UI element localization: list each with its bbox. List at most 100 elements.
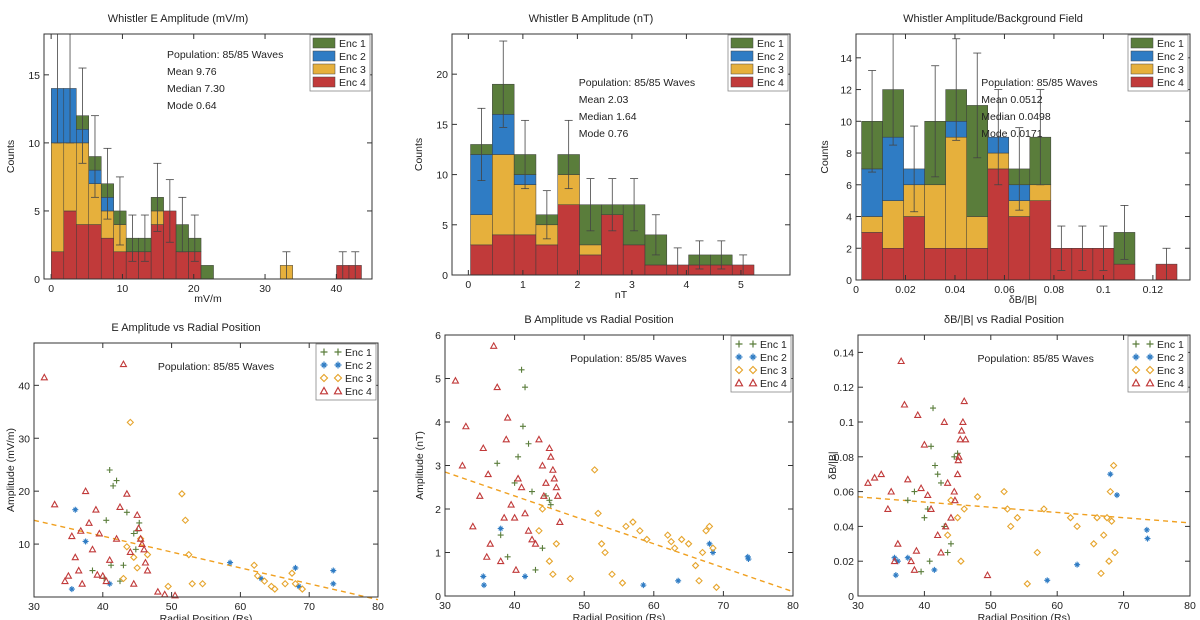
scatter-point (1097, 569, 1105, 578)
x-axis-label: nT (615, 289, 628, 301)
scatter-point (698, 548, 707, 557)
bar-segment (1008, 216, 1031, 281)
bar-segment (1029, 200, 1052, 281)
legend-label: Enc 3 (345, 373, 372, 385)
legend-marker (1145, 378, 1155, 387)
bar-segment (113, 251, 127, 280)
y-axis-label: Amplitude (mV/m) (5, 428, 17, 512)
scatter-point (1144, 535, 1151, 542)
scatter-point (1000, 487, 1008, 496)
legend-marker (734, 365, 744, 375)
scatter-point (675, 577, 682, 584)
scatter-point (95, 529, 104, 537)
x-tick-label: 20 (188, 283, 200, 295)
legend-marker (1146, 353, 1154, 361)
scatter-point (529, 488, 535, 495)
legend-marker (735, 353, 743, 361)
y-tick-label: 0 (34, 274, 40, 286)
legend-marker (748, 365, 758, 375)
scatter-point (539, 491, 548, 499)
scatter-point (1107, 517, 1116, 525)
scatter-point (521, 509, 529, 517)
legend-marker (320, 348, 328, 356)
scatter-point (153, 587, 162, 595)
bar-segment (76, 224, 89, 280)
scatter-point (931, 566, 938, 573)
bar-segment (987, 168, 1010, 281)
scatter-point (695, 576, 703, 585)
y-tick-label: 0.14 (834, 347, 855, 359)
panel-e-amplitude-vs-radial-scatter: 30 40 50 60 70 80 10 20 30 40 E Amplitude vs Radia… (5, 322, 384, 620)
scatter-point (890, 557, 899, 565)
scatter-point (514, 474, 523, 482)
scatter-point (517, 483, 526, 491)
trend-line (444, 471, 794, 593)
scatter-point (897, 356, 906, 365)
legend-marker (319, 373, 329, 383)
scatter-point (136, 519, 143, 526)
scatter-point (940, 417, 949, 425)
bar-segment (88, 224, 102, 280)
bar-segment (513, 184, 537, 236)
scatter-point (103, 517, 110, 524)
scatter-point (50, 500, 59, 508)
y-tick-label: 40 (18, 380, 30, 392)
scatter-point (961, 435, 970, 443)
scatter-point (983, 570, 992, 579)
scatter-point (1040, 505, 1048, 513)
scatter-point (538, 461, 547, 469)
y-tick-label: 6 (435, 330, 441, 342)
scatter-point (941, 522, 950, 530)
scatter-point (143, 566, 152, 574)
x-tick-label: 40 (509, 600, 521, 612)
scatter-point (497, 532, 504, 539)
scatter-point (1111, 548, 1119, 557)
y-axis-label: Counts (413, 138, 425, 171)
x-tick-label: 70 (303, 601, 315, 613)
legend-label: Enc 1 (1157, 339, 1184, 351)
scatter-point (947, 496, 955, 505)
scatter-point (926, 558, 933, 565)
scatter-point (93, 570, 102, 578)
scatter-point (98, 571, 107, 579)
scatter-point (480, 573, 487, 580)
scatter-point (1006, 522, 1015, 531)
scatter-point (81, 487, 90, 495)
bar-segment (63, 210, 77, 280)
legend-label: Enc 1 (757, 38, 784, 50)
scatter-point (136, 534, 145, 542)
y-tick-label: 5 (34, 206, 40, 218)
bar-segment (1113, 263, 1136, 281)
scatter-point (1073, 522, 1081, 531)
scatter-point (1003, 505, 1012, 513)
x-axis-label: Radial Position (Rs) (978, 612, 1071, 620)
scatter-point (1109, 461, 1118, 470)
scatter-point (89, 567, 96, 574)
scatter-point (486, 539, 495, 547)
legend-swatch (730, 37, 754, 49)
stat-text: Median 1.64 (579, 111, 637, 123)
bar-segment (579, 254, 602, 276)
y-tick-label: 0 (442, 270, 448, 282)
legend-label: Enc 1 (345, 347, 372, 359)
scatter-point (590, 466, 599, 474)
x-tick-label: 70 (718, 600, 730, 612)
chart-title: δB/|B| vs Radial Position (944, 314, 1064, 326)
bar-segment (470, 244, 493, 276)
scatter-point (951, 453, 958, 460)
bar-segment (945, 248, 967, 281)
y-tick-label: 5 (442, 220, 448, 232)
legend-swatch (1130, 63, 1154, 75)
scatter-point (129, 579, 138, 587)
scatter-point (227, 559, 234, 566)
legend-label: Enc 2 (345, 360, 372, 372)
scatter-point (629, 518, 637, 526)
population-text: Population: 85/85 Waves (978, 353, 1094, 365)
stat-text: Mode 0.64 (167, 100, 217, 112)
bar-segment (861, 216, 883, 233)
x-tick-label: 0 (853, 284, 859, 296)
scatter-point (67, 532, 76, 540)
legend-label: Enc 3 (1157, 365, 1184, 377)
legend-swatch (1130, 37, 1154, 49)
scatter-point (954, 456, 963, 464)
